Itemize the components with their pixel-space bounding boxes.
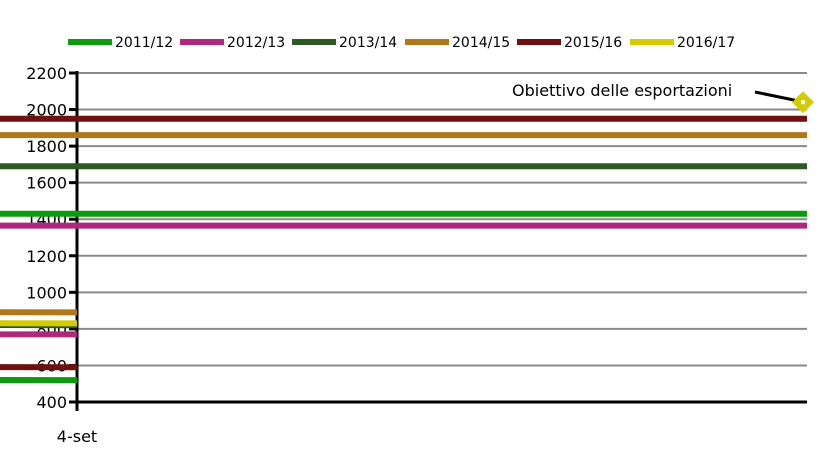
series-line-2012-13: [0, 222, 807, 338]
y-tick-label: 1200: [26, 247, 67, 266]
annotation-leader: [754, 90, 796, 102]
y-tick-label: 1000: [26, 283, 67, 302]
series-line-2015-16: [0, 115, 808, 371]
legend-label: 2015/16: [564, 35, 622, 51]
legend-label: 2012/13: [227, 35, 285, 51]
y-tick-label: 400: [36, 393, 67, 412]
legend-label: 2011/12: [115, 35, 173, 51]
y-tick-label: 2000: [26, 101, 67, 120]
target-marker-center: [801, 100, 805, 105]
y-tick-label: 2200: [26, 64, 67, 83]
series-line-2013-14: [0, 163, 808, 329]
series-line-2011-12: [0, 210, 807, 384]
y-tick-label: 1800: [26, 137, 67, 156]
annotation-label: Obiettivo delle esportazioni: [512, 81, 732, 100]
legend-label: 2013/14: [339, 35, 397, 51]
x-tick-label: 4-set: [57, 427, 97, 446]
legend-label: 2016/17: [677, 35, 735, 51]
legend-label: 2014/15: [452, 35, 510, 51]
y-tick-label: 1600: [26, 174, 67, 193]
